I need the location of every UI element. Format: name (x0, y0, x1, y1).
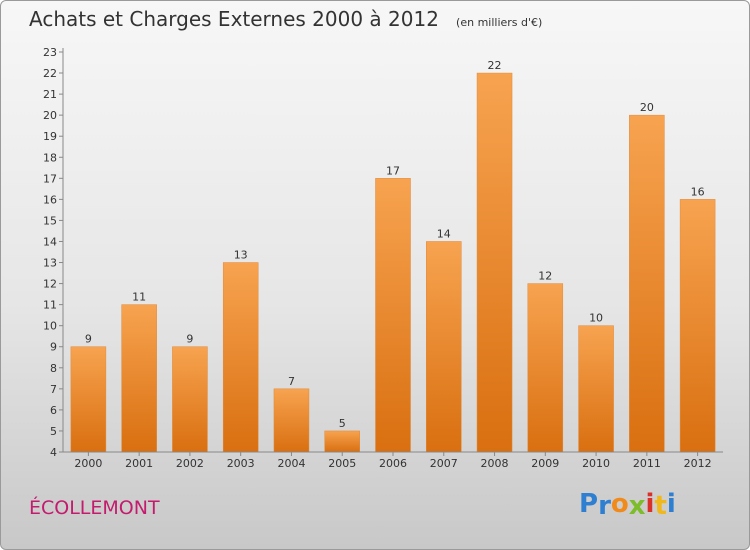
logo-letter: x (628, 491, 646, 521)
axis-layer: 2000 2001 2002 2003 2004 2005 2006 2007 2008 2009… (43, 46, 723, 470)
x-tick-label-2012: 2012 (684, 457, 712, 470)
chart-title: Achats et Charges Externes 2000 à 2012 (29, 7, 439, 31)
bar-2012 (679, 199, 716, 453)
y-tick-label-23: 23 (43, 46, 57, 59)
data-label-2007: 14 (437, 227, 451, 240)
data-label-2000: 9 (85, 333, 92, 346)
bar-2000 (70, 346, 107, 453)
y-tick-label-22: 22 (43, 67, 57, 80)
x-tick-label-2005: 2005 (328, 457, 356, 470)
y-tick-label-7: 7 (50, 383, 57, 396)
data-label-2002: 9 (186, 333, 193, 346)
data-label-2001: 11 (132, 291, 146, 304)
data-label-2004: 7 (288, 375, 295, 388)
x-tick-label-2004: 2004 (277, 457, 305, 470)
x-tick-label-2002: 2002 (176, 457, 204, 470)
bar-2007 (426, 241, 462, 453)
y-tick-label-6: 6 (50, 404, 57, 417)
bar-2008 (476, 72, 513, 453)
x-tick-label-2008: 2008 (481, 457, 509, 470)
y-tick-label-16: 16 (43, 193, 57, 206)
bar-2002 (172, 346, 208, 453)
logo-letter: i (666, 489, 676, 519)
proxiti-logo[interactable]: Proxiti (579, 489, 676, 521)
y-tick-label-19: 19 (43, 130, 57, 143)
y-tick-label-18: 18 (43, 151, 57, 164)
y-tick-label-5: 5 (50, 425, 57, 438)
data-label-2003: 13 (234, 249, 248, 262)
logo-letter: r (598, 491, 611, 521)
y-tick-label-15: 15 (43, 214, 57, 227)
bar-2006 (375, 178, 411, 453)
y-tick-label-10: 10 (43, 320, 57, 333)
bar-2011 (629, 114, 665, 453)
x-tick-label-2011: 2011 (633, 457, 661, 470)
logo-letter: t (654, 491, 667, 521)
bar-2001 (121, 304, 157, 453)
x-tick-label-2001: 2001 (125, 457, 153, 470)
y-tick-label-12: 12 (43, 278, 57, 291)
chart-subtitle: (en milliers d'€) (456, 16, 543, 29)
x-tick-label-2007: 2007 (430, 457, 458, 470)
y-tick-label-4: 4 (50, 446, 57, 459)
logo-letter: o (610, 489, 629, 519)
title-line: Achats et Charges Externes 2000 à 2012 (… (29, 7, 542, 31)
y-tick-label-13: 13 (43, 257, 57, 270)
bars-layer: 9 11 9 13 7 5 17 14 22 12 10 20 16 (70, 59, 716, 453)
bar-2005 (324, 430, 360, 453)
commune-name: ÉCOLLEMONT (29, 497, 160, 519)
x-tick-label-2006: 2006 (379, 457, 407, 470)
y-tick-label-20: 20 (43, 109, 57, 122)
logo-letter: i (645, 489, 655, 519)
y-tick-label-8: 8 (50, 362, 57, 375)
y-tick-label-14: 14 (43, 235, 57, 248)
data-label-2010: 10 (589, 312, 603, 325)
y-tick-label-17: 17 (43, 172, 57, 185)
x-tick-label-2010: 2010 (582, 457, 610, 470)
y-tick-label-11: 11 (43, 299, 57, 312)
bar-2003 (222, 262, 259, 453)
x-tick-label-2003: 2003 (227, 457, 255, 470)
logo-letter: P (579, 489, 599, 519)
bar-2009 (527, 283, 564, 453)
data-label-2005: 5 (339, 417, 346, 430)
y-tick-label-9: 9 (50, 341, 57, 354)
x-tick-label-2009: 2009 (531, 457, 559, 470)
bar-2004 (273, 388, 310, 453)
data-label-2006: 17 (386, 164, 400, 177)
data-label-2012: 16 (691, 185, 705, 198)
x-tick-label-2000: 2000 (74, 457, 102, 470)
data-label-2011: 20 (640, 101, 654, 114)
data-label-2009: 12 (538, 270, 552, 283)
bar-2010 (578, 325, 614, 453)
y-tick-label-21: 21 (43, 88, 57, 101)
data-label-2008: 22 (488, 59, 502, 72)
